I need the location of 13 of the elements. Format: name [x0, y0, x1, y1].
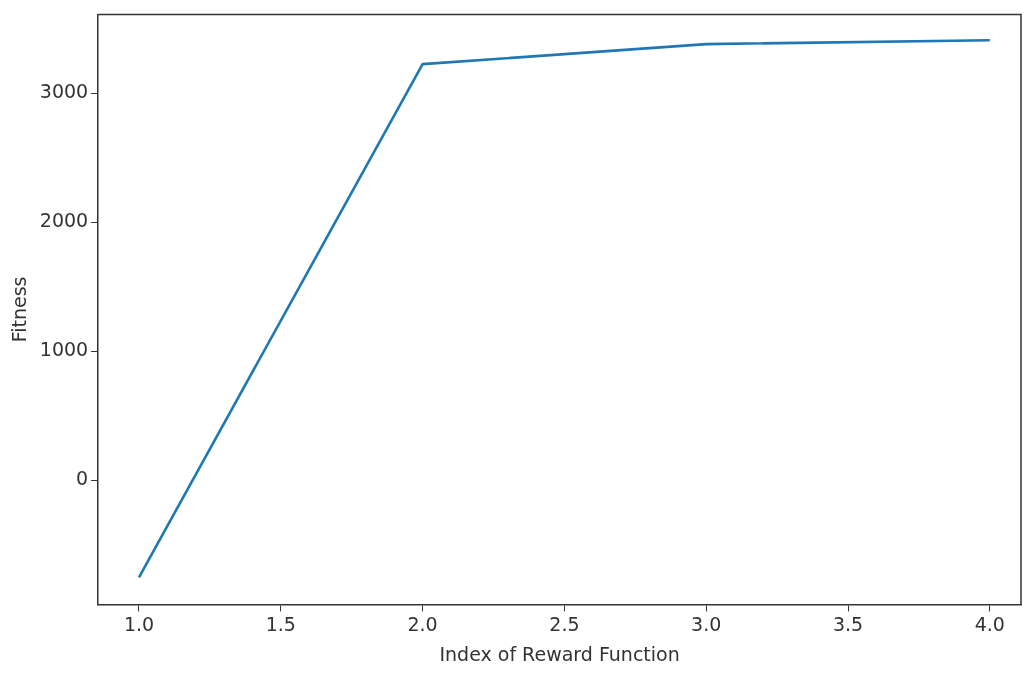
x-tick-label: 1.0 [123, 612, 155, 635]
y-tick-label: 3000 [39, 80, 89, 103]
x-tick-label: 3.5 [832, 612, 864, 635]
x-tick-label: 1.5 [265, 612, 296, 635]
x-tick-label: 3.0 [691, 612, 722, 635]
x-tick-label: 4.0 [974, 612, 1005, 635]
x-tick-label: 2.5 [549, 612, 580, 635]
y-tick-label: 0 [76, 467, 89, 490]
y-axis-title: Fitness [8, 276, 31, 343]
x-tick-label: 2.0 [407, 612, 438, 635]
x-axis-title: Index of Reward Function [439, 642, 680, 665]
y-tick-label: 2000 [39, 209, 89, 232]
y-tick-label: 1000 [39, 338, 89, 361]
